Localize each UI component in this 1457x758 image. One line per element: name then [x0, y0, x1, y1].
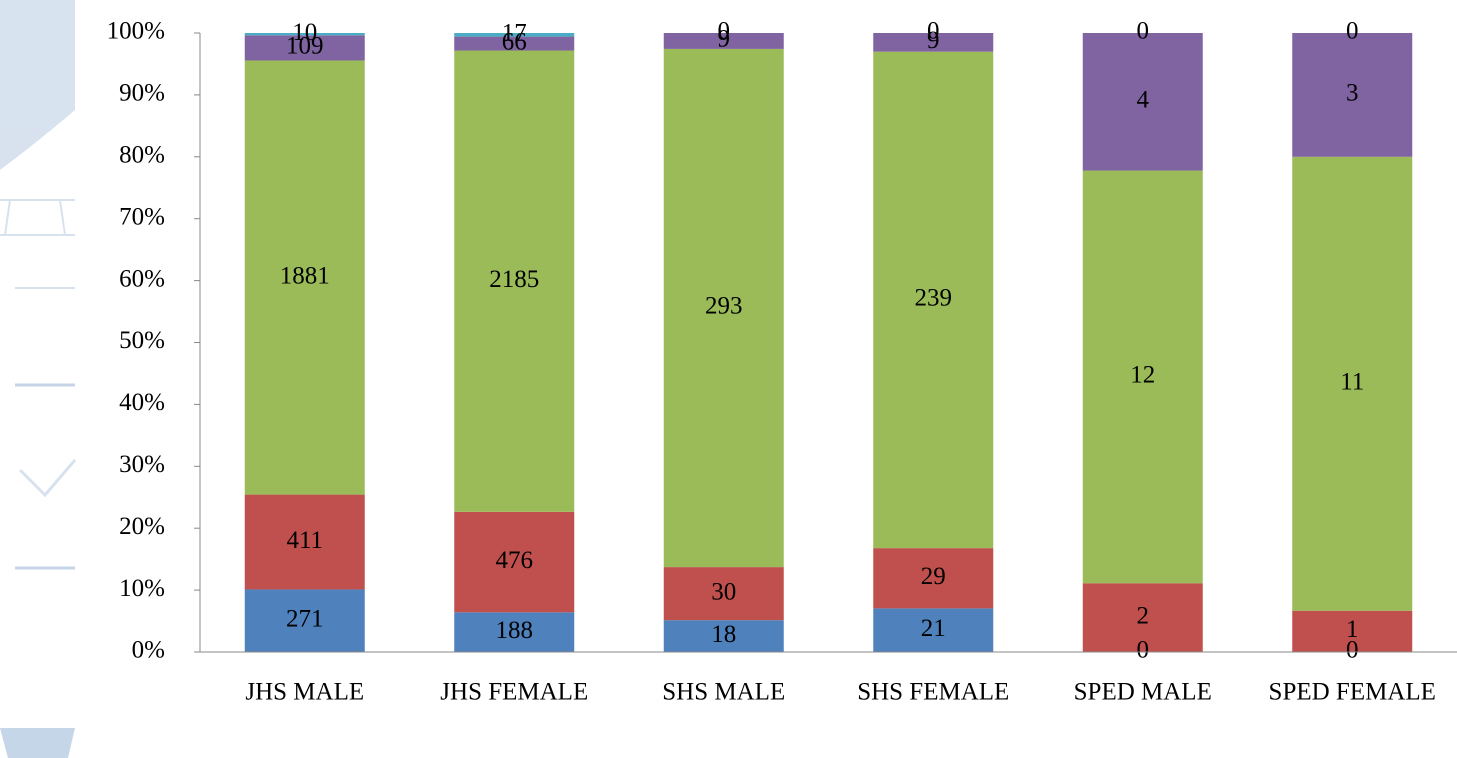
x-tick-label: JHS FEMALE — [440, 679, 588, 706]
data-label: 2185 — [489, 266, 539, 293]
bar-segment — [454, 612, 575, 652]
bar-segment — [244, 35, 365, 61]
data-label: 2 — [1137, 602, 1150, 629]
y-tick-label: 10% — [119, 575, 165, 602]
bar-segment — [1082, 170, 1203, 584]
data-label: 476 — [496, 547, 534, 574]
data-label: 0 — [1137, 18, 1150, 45]
bar-segment — [663, 567, 784, 621]
y-tick-label: 90% — [119, 80, 165, 107]
x-tick-label: SPED FEMALE — [1269, 679, 1436, 706]
bar-segment — [1082, 583, 1203, 652]
data-label: 239 — [915, 285, 953, 312]
bar-segment — [1292, 33, 1413, 157]
data-label: 0 — [1346, 18, 1359, 45]
y-tick-label: 100% — [107, 18, 165, 45]
data-label: 109 — [286, 33, 324, 60]
x-tick-label: SHS MALE — [662, 679, 785, 706]
data-label: 293 — [705, 293, 743, 320]
bar-segment — [663, 48, 784, 568]
bar-segment — [1292, 610, 1413, 652]
bar-segment — [454, 50, 575, 512]
data-label: 17 — [502, 20, 527, 47]
x-tick-label: SHS FEMALE — [857, 679, 1009, 706]
y-tick-label: 70% — [119, 203, 165, 230]
data-label: 66 — [502, 28, 527, 55]
y-tick-label: 40% — [119, 389, 165, 416]
bar-segment — [244, 60, 365, 495]
data-label: 0 — [1346, 637, 1359, 664]
bar-segment — [454, 33, 575, 37]
data-label: 271 — [286, 605, 324, 632]
y-tick-label: 30% — [119, 451, 165, 478]
data-label: 21 — [921, 615, 946, 642]
bar-segment — [244, 589, 365, 652]
y-tick-label: 50% — [119, 327, 165, 354]
bar-segment — [1292, 156, 1413, 611]
y-tick-label: 80% — [119, 142, 165, 169]
data-label: 0 — [718, 18, 731, 45]
bar-segment — [873, 548, 994, 609]
data-label: 1881 — [280, 262, 330, 289]
data-label: 30 — [711, 578, 736, 605]
bar-segment — [873, 51, 994, 549]
background-decoration — [0, 0, 77, 758]
data-label: 29 — [921, 563, 946, 590]
bar-segment — [1082, 33, 1203, 171]
bar-segment — [663, 33, 784, 49]
data-label: 9 — [718, 26, 731, 53]
x-tick-label: JHS MALE — [245, 679, 364, 706]
bar-segment — [873, 33, 994, 52]
data-label: 0 — [1137, 637, 1150, 664]
data-label: 0 — [927, 18, 940, 45]
data-label: 4 — [1137, 87, 1150, 114]
data-label: 18 — [711, 621, 736, 648]
data-label: 9 — [927, 27, 940, 54]
bar-segment — [244, 33, 365, 36]
y-tick-label: 0% — [132, 637, 165, 664]
data-label: 3 — [1346, 80, 1359, 107]
data-label: 10 — [292, 19, 317, 46]
bar-segment — [244, 494, 365, 590]
bar-segment — [663, 620, 784, 652]
data-label: 11 — [1340, 369, 1364, 396]
y-tick-label: 60% — [119, 265, 165, 292]
data-label: 411 — [286, 527, 323, 554]
data-label: 12 — [1130, 362, 1155, 389]
data-label: 1 — [1346, 616, 1359, 643]
data-label: 188 — [496, 617, 534, 644]
bar-segment — [454, 36, 575, 51]
bar-segment — [454, 511, 575, 613]
x-tick-label: SPED MALE — [1074, 679, 1212, 706]
bar-segment — [873, 608, 994, 652]
y-tick-label: 20% — [119, 513, 165, 540]
